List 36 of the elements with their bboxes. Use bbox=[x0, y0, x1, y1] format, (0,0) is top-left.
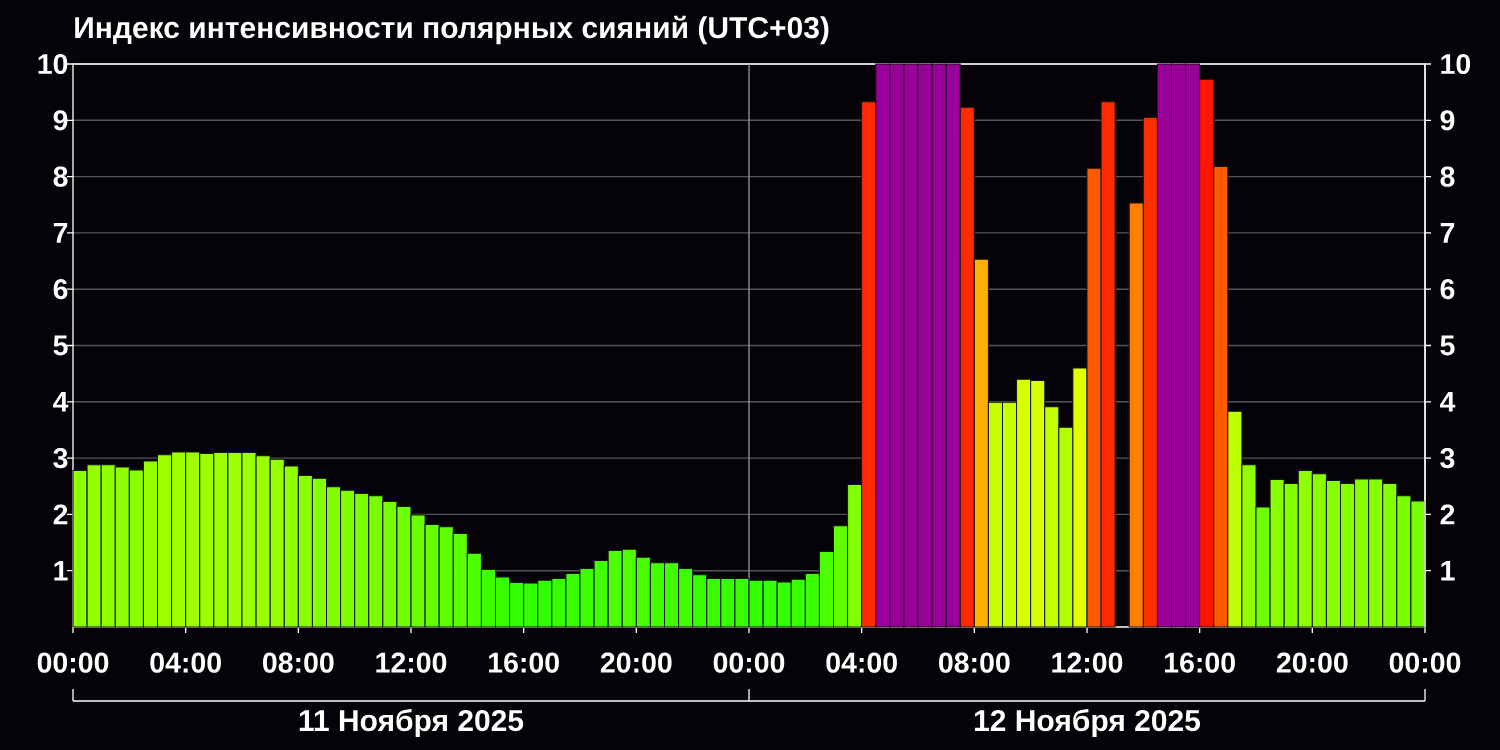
y2-tick-label: 9 bbox=[1440, 110, 1455, 131]
y2-tick-label: 7 bbox=[1440, 223, 1455, 243]
y2-tick-label: 1 bbox=[1441, 560, 1455, 581]
x-tick-label: 04:00 bbox=[150, 652, 221, 673]
x-tick-label: 00:00 bbox=[37, 652, 109, 673]
y-tick-label: 8 bbox=[53, 166, 68, 187]
x-tick-label: 20:00 bbox=[1276, 652, 1348, 673]
y2-tick-label: 5 bbox=[1440, 335, 1455, 356]
y2-tick-label: 6 bbox=[1440, 279, 1455, 300]
text: 12 Ноября 2025 bbox=[974, 708, 1201, 738]
x-tick-label: 12:00 bbox=[1052, 652, 1123, 673]
x-tick-label: 20:00 bbox=[600, 652, 672, 673]
x-tick-label: 08:00 bbox=[263, 652, 334, 673]
y-tick-label: 3 bbox=[53, 447, 68, 469]
y-tick-label: 1 bbox=[54, 560, 68, 581]
y2-tick-label: 3 bbox=[1440, 447, 1455, 469]
x-tick-label: 12:00 bbox=[376, 652, 447, 673]
y2-tick-label: 8 bbox=[1440, 166, 1455, 187]
y-tick-label: 9 bbox=[53, 110, 68, 131]
x-tick-label: 16:00 bbox=[1165, 652, 1235, 673]
x-tick-label: 04:00 bbox=[826, 652, 897, 673]
y-tick-label: 2 bbox=[53, 504, 68, 525]
y-tick-label: 5 bbox=[53, 335, 68, 356]
y-tick-label: 7 bbox=[53, 223, 68, 243]
text: 11 Ноября 2025 bbox=[299, 708, 524, 738]
y-tick-label: 4 bbox=[53, 392, 69, 412]
y-tick-label: 6 bbox=[53, 279, 68, 300]
x-tick-label: 16:00 bbox=[489, 652, 559, 673]
y2-tick-label: 10 bbox=[1441, 53, 1471, 75]
chart-title: Индекс интенсивности полярных сияний (UTC+03) bbox=[75, 15, 829, 45]
x-tick-label: 00:00 bbox=[713, 652, 785, 673]
y2-tick-label: 4 bbox=[1439, 392, 1456, 412]
y-tick-label: 10 bbox=[38, 53, 68, 75]
x-tick-label: 00:00 bbox=[1389, 652, 1461, 673]
x-tick-label: 08:00 bbox=[939, 652, 1010, 673]
y2-tick-label: 2 bbox=[1440, 504, 1455, 525]
